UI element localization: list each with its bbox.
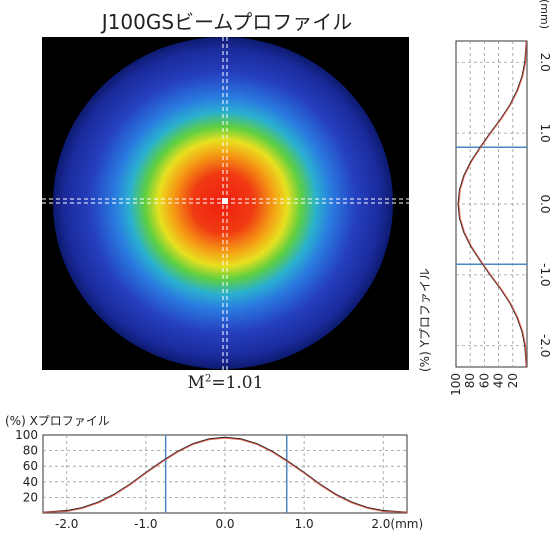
y-position-tick-label: -1.0 <box>538 263 552 286</box>
x-y-tick-label: 100 <box>15 428 38 442</box>
y-position-tick-label: 2.0 <box>538 53 552 72</box>
x-y-tick-label: 40 <box>23 475 38 489</box>
beam-center-marker <box>222 198 228 204</box>
x-x-tick-label: 2.0(mm) <box>371 517 423 531</box>
x-y-tick-label: 20 <box>23 490 38 504</box>
x-series-measured <box>42 436 408 513</box>
y-unit-label: (mm) <box>538 0 551 29</box>
x-y-tick-label: 80 <box>23 444 38 458</box>
y-intensity-tick-label: 20 <box>506 373 520 388</box>
x-y-tick-label: 60 <box>23 459 38 473</box>
y-intensity-tick-label: 40 <box>492 373 506 388</box>
chart-title: J100GSビームプロファイル <box>101 10 353 34</box>
x-x-tick-label: -1.0 <box>134 517 157 531</box>
y-position-tick-label: 0.0 <box>538 194 552 213</box>
m2-label: M2=1.01 <box>42 373 409 393</box>
x-x-tick-label: 0.0 <box>215 517 234 531</box>
m2-letter: M <box>187 373 205 393</box>
y-intensity-tick-label: 80 <box>463 373 477 388</box>
m2-superscript: 2 <box>204 373 212 385</box>
x-profile-label: (%) Xプロファイル <box>5 414 110 428</box>
y-position-tick-label: 1.0 <box>538 124 552 143</box>
y-intensity-tick-label: 60 <box>477 373 491 388</box>
y-position-tick-label: -2.0 <box>538 334 552 357</box>
y-series-fit <box>458 40 527 368</box>
y-intensity-tick-label: 100 <box>449 373 463 396</box>
m2-value: =1.01 <box>211 373 264 393</box>
y-series-measured <box>457 40 527 368</box>
x-x-tick-label: 1.0 <box>295 517 314 531</box>
x-x-tick-label: -2.0 <box>55 517 78 531</box>
beam-svg <box>42 37 409 370</box>
y-profile-plot: 100 80 60 40 20 -2.0 -1.0 0.0 1.0 2.0 (mm) <box>449 0 552 396</box>
beam-image <box>42 37 409 370</box>
x-series-fit <box>42 437 408 513</box>
